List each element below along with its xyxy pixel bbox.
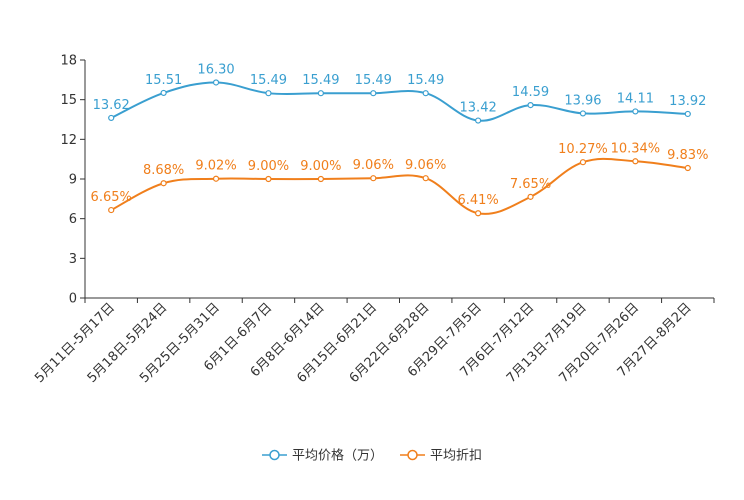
legend-marker	[269, 449, 280, 461]
series-layer: 13.62 15.51 16.30 15.49 15.49 15.49 15.49 13.42…	[91, 62, 708, 217]
data-label: 13.62	[93, 98, 130, 113]
data-label: 6.65%	[91, 190, 132, 205]
data-label: 8.68%	[143, 163, 184, 178]
legend-item-avg-discount: 平均折扣	[400, 449, 482, 464]
data-point	[579, 110, 587, 117]
data-point	[475, 210, 482, 217]
data-point	[422, 90, 429, 97]
data-point	[160, 180, 167, 187]
data-point	[212, 79, 220, 86]
data-label: 6.41%	[457, 193, 498, 208]
data-point	[632, 158, 639, 165]
data-label: 13.92	[669, 94, 706, 109]
data-point	[108, 114, 115, 122]
data-point	[160, 89, 167, 97]
y-tick-label: 18	[60, 54, 77, 69]
data-label: 15.49	[355, 73, 392, 88]
data-point	[527, 193, 534, 200]
data-point	[684, 110, 691, 118]
data-point	[684, 164, 691, 172]
legend-item-avg-price: 平均价格（万）	[262, 448, 383, 464]
data-point	[265, 90, 272, 97]
data-label: 15.51	[145, 73, 182, 88]
axes: 03691215185月11日-5月17日5月18日-5月24日5月25日-5月…	[32, 54, 715, 386]
y-tick-label: 15	[60, 93, 77, 108]
data-point	[370, 175, 377, 182]
data-point	[317, 90, 324, 97]
data-point	[370, 90, 377, 97]
y-tick-label: 3	[69, 252, 77, 267]
data-point	[265, 175, 272, 183]
data-point	[632, 108, 639, 115]
data-label: 15.49	[250, 73, 287, 88]
series-line	[110, 81, 688, 122]
legend-marker	[407, 449, 418, 461]
data-label: 15.49	[407, 73, 444, 88]
data-label: 16.30	[197, 62, 234, 77]
y-tick-label: 6	[69, 212, 77, 227]
data-label: 14.11	[617, 91, 654, 106]
data-point	[579, 159, 587, 166]
data-label: 9.00%	[248, 159, 289, 174]
data-label: 9.06%	[353, 158, 394, 173]
data-point	[475, 117, 482, 124]
legend: 平均价格（万） 平均折扣	[262, 448, 482, 464]
data-point	[527, 101, 534, 109]
legend-label: 平均折扣	[430, 449, 482, 464]
data-label: 15.49	[302, 73, 339, 88]
data-label: 9.06%	[405, 158, 446, 173]
legend-label: 平均价格（万）	[292, 448, 383, 464]
data-label: 14.59	[512, 85, 549, 100]
y-tick-label: 9	[69, 173, 77, 188]
y-tick-label: 12	[60, 133, 77, 148]
data-label: 10.34%	[611, 141, 661, 156]
data-point	[422, 175, 429, 182]
data-label: 7.65%	[510, 177, 551, 192]
data-label: 13.42	[460, 101, 497, 116]
data-label: 13.96	[564, 93, 601, 108]
data-point	[212, 175, 220, 182]
data-point	[317, 175, 324, 183]
data-label: 10.27%	[558, 142, 608, 157]
series-avg-discount: 6.65% 8.68% 9.02% 9.00% 9.00% 9.06% 9.06% 6.41%…	[91, 141, 708, 217]
y-tick-label: 0	[69, 292, 77, 307]
data-point	[108, 206, 115, 214]
series-avg-price: 13.62 15.51 16.30 15.49 15.49 15.49 15.49 13.42…	[93, 62, 706, 124]
data-label: 9.02%	[195, 159, 236, 174]
data-label: 9.83%	[667, 148, 708, 163]
data-label: 9.00%	[300, 159, 341, 174]
